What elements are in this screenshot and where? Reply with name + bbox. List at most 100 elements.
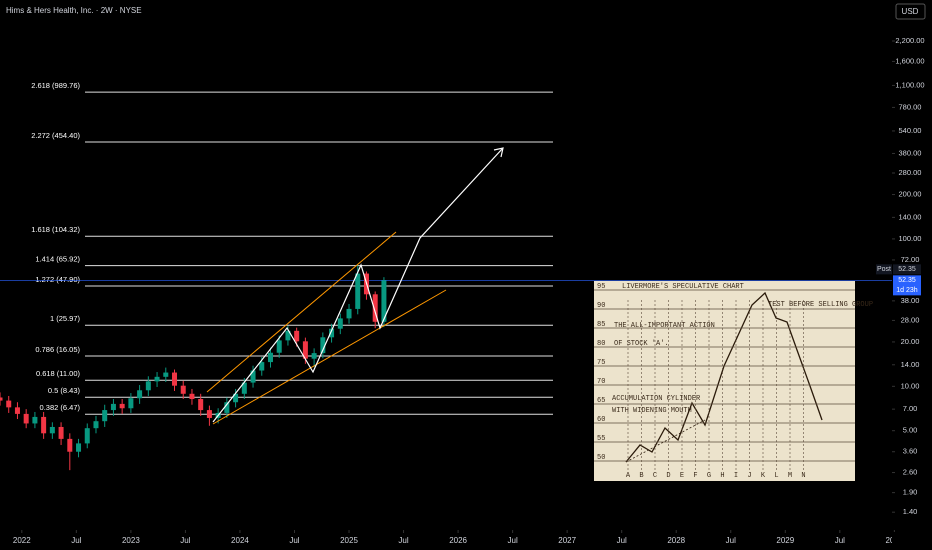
candle-body <box>276 340 282 353</box>
inset-letter: I <box>734 472 738 480</box>
y-tick-label: 280.00 <box>899 168 922 177</box>
x-tick-label: 2023 <box>122 536 140 545</box>
candle-body <box>180 385 186 394</box>
fib-label: 2.618 (989.76) <box>31 81 80 90</box>
axis-corner <box>892 532 932 550</box>
candle-body <box>93 421 99 429</box>
x-tick-label: Jul <box>835 536 845 545</box>
candle-body <box>320 337 326 354</box>
y-tick-label: 3.60 <box>903 447 918 456</box>
inset-letter: L <box>774 472 778 480</box>
candle-body <box>76 443 82 452</box>
inset-level: 80 <box>597 340 605 348</box>
candle-body <box>337 318 343 329</box>
candle-body <box>302 341 308 359</box>
inset-letter: G <box>707 472 711 480</box>
candle-body <box>119 403 125 409</box>
y-tick-label: 1.40 <box>903 507 918 516</box>
y-tick-label: 5.00 <box>903 426 918 435</box>
fib-label: 0.786 (16.05) <box>35 345 80 354</box>
y-tick-label: 72.00 <box>901 255 920 264</box>
x-tick-label: 2029 <box>776 536 794 545</box>
currency-box <box>895 3 926 20</box>
candle-body <box>198 399 204 411</box>
plot-area: 2.618 (989.76) 2.272 (454.40) 1.618 (104.3… <box>0 81 892 471</box>
candle-body <box>224 402 230 413</box>
x-tick-label: 2027 <box>558 536 576 545</box>
candle-body <box>233 393 239 403</box>
inset-note: THE ALL-IMPORTANT ACTION <box>614 322 715 330</box>
inset-letter: A <box>626 472 631 480</box>
inset-note: TEST BEFORE SELLING GROUP <box>768 301 873 309</box>
countdown: 1d 23h <box>896 287 918 294</box>
inset-level: 95 <box>597 283 605 291</box>
fib-label: 1.272 (47.90) <box>35 275 80 284</box>
inset-sketch <box>625 419 706 463</box>
chart-title: Hims & Hers Health, Inc. · 2W · NYSE <box>6 6 142 15</box>
inset-letter: K <box>761 472 766 480</box>
inset-letter: D <box>666 472 670 480</box>
candle-body <box>285 330 291 341</box>
x-tick-label: Jul <box>617 536 627 545</box>
inset-title: LIVERMORE'S SPECULATIVE CHART <box>622 283 744 291</box>
x-tick-label: 2022 <box>13 536 31 545</box>
x-tick-label: Jul <box>398 536 408 545</box>
y-tick-label: 10.00 <box>901 381 920 390</box>
fib-label: 2.272 (454.40) <box>31 131 80 140</box>
inset-letter: M <box>788 472 792 480</box>
fib-label: 1 (25.97) <box>50 314 81 323</box>
axes: 2022 Jul 2023 Jul 2024 Jul 2025 Jul 2026 Jul 2027 J… <box>13 36 932 550</box>
inset-level: 60 <box>597 416 605 424</box>
inset-paper <box>594 281 855 481</box>
projection-path <box>212 147 504 423</box>
inset-letter: F <box>693 472 697 480</box>
fib-label: 0.382 (6.47) <box>40 403 81 412</box>
inset-letter: J <box>747 472 751 480</box>
inset-level: 55 <box>597 435 605 443</box>
inset-level: 90 <box>597 302 605 310</box>
candle-body <box>206 410 212 418</box>
drawings <box>206 147 504 425</box>
candle-body <box>32 416 38 424</box>
session-tag <box>876 264 892 275</box>
y-tick-label: 1.90 <box>903 488 918 497</box>
candle-body <box>259 362 265 371</box>
x-tick-label: 2025 <box>340 536 358 545</box>
x-tick-label: Jul <box>289 536 299 545</box>
fib-label: 1.414 (65.92) <box>35 255 80 264</box>
candle-body <box>128 398 134 409</box>
inset-note: WITH WIDENING MOUTH <box>612 407 692 415</box>
x-tick-label: 2026 <box>449 536 467 545</box>
y-tick-label: 540.00 <box>899 126 922 135</box>
y-tick-label: 1,600.00 <box>895 56 924 65</box>
post-tag <box>893 264 921 275</box>
channel-upper <box>206 231 397 393</box>
y-tick-label: 140.00 <box>899 212 922 221</box>
x-tick-label: Jul <box>71 536 81 545</box>
candle-body <box>381 280 387 322</box>
y-tick-label: 38.00 <box>901 296 920 305</box>
y-tick-label: 2.60 <box>903 468 918 477</box>
candle-body <box>110 403 116 411</box>
inset-level: 75 <box>597 359 605 367</box>
candle-body <box>329 328 335 338</box>
y-tick-label: 2,200.00 <box>895 36 924 45</box>
y-tick-label: 20.00 <box>901 337 920 346</box>
inset-letter: B <box>639 472 643 480</box>
candle-body <box>189 393 195 400</box>
currency: USD <box>902 7 919 16</box>
x-tick-label: Jul <box>726 536 736 545</box>
candle-body <box>145 381 151 391</box>
candle-body <box>372 294 378 322</box>
inset-level: 65 <box>597 397 605 405</box>
candle-body <box>250 370 256 383</box>
channel-lower <box>212 289 447 425</box>
candle-body <box>0 397 3 401</box>
candle-body <box>41 416 47 434</box>
inset-letter: H <box>720 472 724 480</box>
y-tick-label: 1,100.00 <box>895 80 924 89</box>
candle-body <box>172 372 178 386</box>
y-tick-label: 100.00 <box>899 234 922 243</box>
price-tag <box>893 275 921 296</box>
